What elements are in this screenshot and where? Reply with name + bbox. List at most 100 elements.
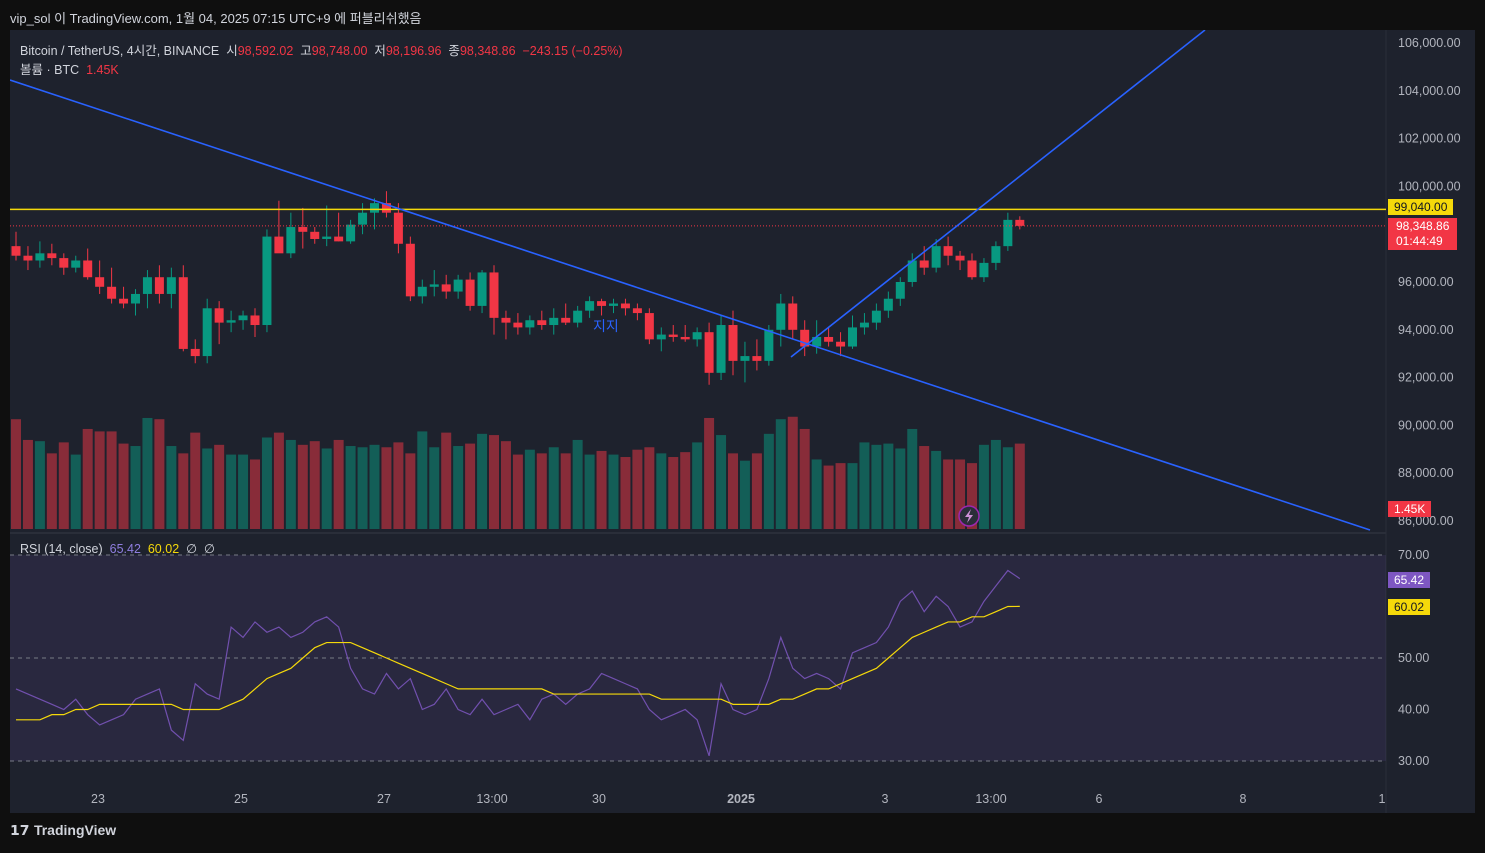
volume-bar [309, 441, 320, 529]
volume-bar [166, 446, 177, 529]
rsi-ma-badge: 60.02 [1388, 599, 1431, 615]
candle-body [238, 315, 248, 321]
candle-body [322, 236, 332, 239]
volume-bar [285, 439, 296, 529]
volume-bar [441, 432, 452, 529]
candle-body [334, 236, 344, 242]
candle-body [11, 246, 21, 256]
candle-body [405, 243, 415, 297]
volume-bar [644, 447, 655, 529]
candle-body [680, 336, 690, 340]
price-tick-label: 88,000.00 [1398, 466, 1454, 480]
volume-bar [226, 454, 237, 529]
volume-bar [500, 441, 511, 529]
candle-body [310, 231, 320, 239]
volume-bar [154, 419, 165, 529]
volume-bar [883, 443, 894, 529]
candle-body [585, 301, 595, 311]
candle-body [202, 308, 212, 357]
volume-bar [548, 447, 559, 529]
time-tick-label: 23 [91, 792, 105, 806]
volume-bar [465, 443, 476, 529]
price-tick-label: 106,000.00 [1398, 36, 1461, 50]
chart-canvas[interactable]: 106,000.00 104,000.00 102,000.00 100,000.00… [10, 30, 1475, 813]
rsi-ma-line [16, 605, 1020, 721]
candle-body [644, 313, 654, 340]
volume-bar [787, 416, 798, 529]
candle-body [489, 272, 499, 318]
candle-body [871, 310, 881, 323]
rsi-extra-1: ∅ [186, 542, 197, 556]
rsi-badge: 65.42 [1388, 572, 1431, 588]
candle-body [883, 298, 893, 311]
candle-body [728, 325, 738, 361]
open-value: 98,592.02 [237, 44, 294, 58]
volume-bar [70, 454, 81, 529]
candle-body [35, 253, 45, 261]
tradingview-brand: TradingView [33, 822, 117, 838]
candle-body [381, 203, 391, 213]
volume-bar [417, 431, 428, 529]
candle-body [154, 277, 164, 294]
candle-body [107, 286, 117, 299]
lightning-icon[interactable] [958, 505, 980, 527]
volume-bar [381, 447, 392, 529]
symbol-name: Bitcoin / TetherUS, 4시간, BINANCE [20, 44, 220, 58]
volume-bar [142, 417, 153, 529]
candle-body [71, 260, 81, 268]
volume-bar [620, 457, 631, 529]
volume-bar [46, 453, 57, 529]
high-label: 고 [300, 44, 312, 58]
candle-body [776, 303, 786, 330]
candle-body [812, 336, 822, 347]
publication-text: vip_sol 이 TradingView.com, 1월 04, 2025 0… [10, 11, 422, 26]
candle-body [370, 203, 379, 213]
time-tick-label: 30 [592, 792, 606, 806]
price-tick-label: 100,000.00 [1398, 179, 1461, 193]
price-tick-label: 86,000.00 [1398, 514, 1454, 528]
candle-body [537, 320, 547, 326]
volume-bar [94, 431, 105, 529]
chart-frame[interactable]: 106,000.00 104,000.00 102,000.00 100,000.00… [10, 30, 1475, 813]
volume-bar [835, 463, 846, 529]
candle-body [824, 336, 834, 342]
candle-body [919, 260, 929, 268]
volume-bar [393, 442, 404, 529]
time-tick-label: 3 [882, 792, 889, 806]
support-annotation: 지지 [593, 318, 619, 334]
candle-body [764, 329, 774, 361]
open-label: 시 [226, 44, 238, 58]
candle-body [501, 317, 511, 323]
candle-body [848, 327, 857, 347]
volume-bar [716, 435, 727, 529]
volume-bar [357, 447, 368, 529]
volume-bar [369, 444, 380, 529]
volume-bar [1002, 447, 1013, 529]
candle-body [166, 277, 176, 294]
candle-body [955, 255, 965, 261]
candle-body [1003, 219, 1013, 247]
candle-body [979, 262, 989, 278]
volume-bar [943, 459, 954, 529]
volume-bar [345, 446, 356, 529]
volume-bar [632, 449, 643, 529]
volume-bar [321, 448, 332, 529]
rsi-tick-label: 30.00 [1398, 754, 1429, 768]
volume-bar [668, 457, 679, 529]
candle-body [1015, 219, 1025, 226]
candle-body [262, 236, 272, 326]
candle-body [836, 341, 846, 347]
volume-bar [429, 447, 440, 529]
rsi-legend: RSI (14, close) 65.42 60.02 ∅ ∅ [20, 541, 215, 556]
volume-bar [680, 452, 691, 529]
candle-body [931, 246, 941, 268]
candle-body [131, 293, 140, 304]
volume-bar [811, 459, 822, 529]
candle-body [656, 334, 666, 340]
volume-bar [656, 453, 667, 529]
volume-bar [763, 433, 774, 529]
volume-bar [178, 453, 189, 529]
last-price-badge: 98,348.86 01:44:49 [1388, 218, 1458, 250]
volume-bar [489, 435, 499, 529]
candle-body [991, 246, 1001, 263]
